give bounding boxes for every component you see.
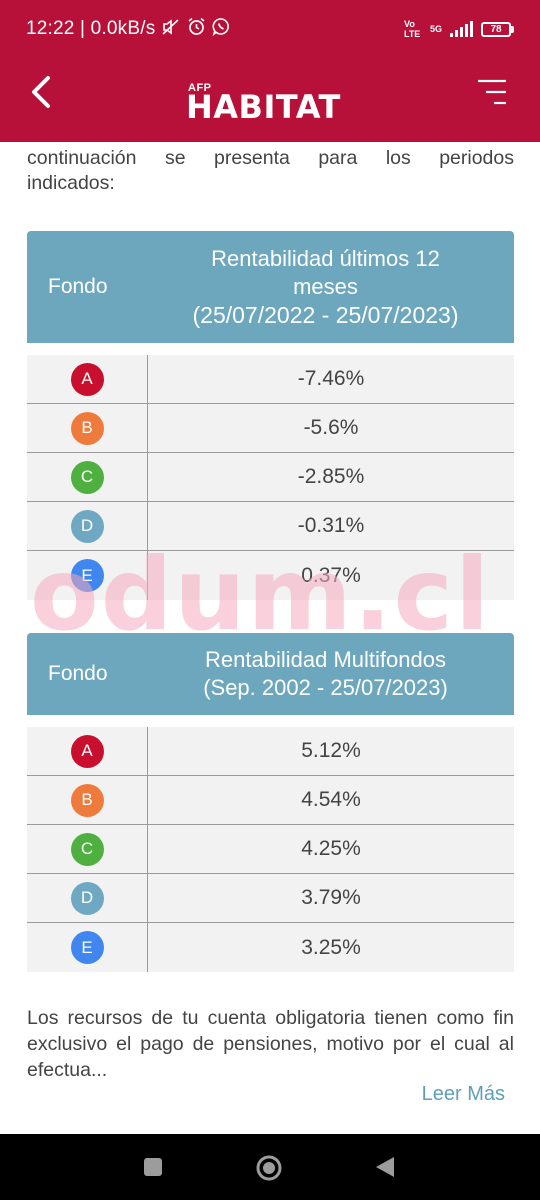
signal-icon [450,21,473,37]
return-value: -7.46% [297,367,365,390]
triangle-back-icon [376,1157,394,1177]
footer-paragraph: Los recursos de tu cuenta obligatoria ti… [27,1007,514,1081]
alarm-icon [187,17,206,41]
table-row: C 4.25% [27,825,514,874]
logo-name-text: HABITAT [186,88,341,126]
returns-12-months-table: Fondo Rentabilidad últimos 12 meses (25/… [27,231,514,600]
header-period-range: (Sep. 2002 - 25/07/2023) [203,675,448,700]
return-value: 0.37% [301,563,361,587]
square-icon [144,1158,162,1176]
fund-badge: D [70,881,104,915]
header-period: Rentabilidad Multifondos (Sep. 2002 - 25… [147,646,514,702]
fund-badge: E [70,931,104,964]
returns-multifund-table: Fondo Rentabilidad Multifondos (Sep. 200… [27,633,514,972]
fund-cell: E [27,923,148,972]
status-right: Vo LTE 5G 78 [404,19,514,39]
fund-badge: B [70,411,104,445]
fund-cell: C [27,825,148,873]
mute-icon [161,18,181,41]
fund-badge: A [70,362,104,396]
table-header: Fondo Rentabilidad últimos 12 meses (25/… [27,231,514,343]
fund-badge: D [70,509,104,543]
header-period-range: (25/07/2022 - 25/07/2023) [192,302,459,328]
afp-habitat-logo: AFP HABITAT [186,82,356,126]
header-fund: Fondo [48,662,108,685]
status-time: 12:22 | 0.0kB/s [26,18,156,39]
volte-label: Vo LTE [403,19,421,39]
app-bar: AFP HABITAT [0,58,540,142]
return-value: 3.25% [301,935,361,959]
battery-icon: 78 [481,21,514,37]
table-row: A 5.12% [27,727,514,776]
fund-cell: A [27,355,148,403]
back-button[interactable] [22,72,62,112]
status-icons [161,17,231,41]
fund-badge: C [70,832,104,866]
recents-button[interactable] [140,1154,166,1180]
return-value: 4.54% [301,788,361,811]
table-row: E 0.37% [27,551,514,600]
header-fund: Fondo [48,275,108,298]
table-body: A 5.12% B 4.54% C 4.25% D 3.79% E 3.25% [27,727,514,972]
table-row: C -2.85% [27,453,514,502]
header-title-line-1: Rentabilidad Multifondos [205,647,446,672]
read-more-link[interactable]: Leer Más [421,1083,505,1105]
return-value: 3.79% [301,886,361,909]
return-value: 4.25% [301,837,361,860]
header-title-line-2: meses [293,274,358,299]
table-row: E 3.25% [27,923,514,972]
fund-cell: A [27,727,148,775]
home-button[interactable] [255,1154,282,1181]
menu-icon [478,79,506,105]
table-row: D 3.79% [27,874,514,923]
fund-cell: D [27,874,148,922]
circle-icon [256,1155,282,1181]
status-bar: 12:22 | 0.0kB/s Vo LTE 5G 78 [0,0,540,58]
logo-afp-text: AFP [188,82,212,94]
fund-badge: C [70,460,104,494]
intro-line-1: continuación se presenta para los period… [27,147,514,169]
header-period: Rentabilidad últimos 12 meses (25/07/202… [147,245,514,329]
chevron-left-icon [32,76,50,108]
table-header: Fondo Rentabilidad Multifondos (Sep. 200… [27,633,514,715]
fund-badge: E [70,559,104,592]
system-nav-bar [0,1134,540,1200]
return-value: -5.6% [303,416,359,439]
table-row: D -0.31% [27,502,514,551]
return-value: -2.85% [297,465,365,488]
fund-badge: B [70,783,104,817]
table-row: A -7.46% [27,355,514,404]
fund-cell: B [27,776,148,824]
table-row: B 4.54% [27,776,514,825]
network-gen-label: 5G [429,24,442,34]
battery-level: 78 [481,21,511,37]
fund-cell: E [27,551,148,600]
table-row: B -5.6% [27,404,514,453]
return-value: -0.31% [297,514,365,537]
menu-button[interactable] [476,76,510,110]
fund-cell: D [27,502,148,550]
intro-line-2: indicados: [27,172,115,194]
fund-badge: A [70,734,104,768]
intro-paragraph: continuación se presenta para los period… [27,146,514,196]
whatsapp-icon [212,17,231,41]
table-body: A -7.46% B -5.6% C -2.85% D -0.31% E 0.37% [27,355,514,600]
fund-cell: C [27,453,148,501]
return-value: 5.12% [301,739,361,762]
header-title-line-1: Rentabilidad últimos 12 [211,246,440,271]
back-nav-button[interactable] [372,1154,398,1180]
fund-cell: B [27,404,148,452]
intro-section: continuación se presenta para los period… [27,142,514,196]
